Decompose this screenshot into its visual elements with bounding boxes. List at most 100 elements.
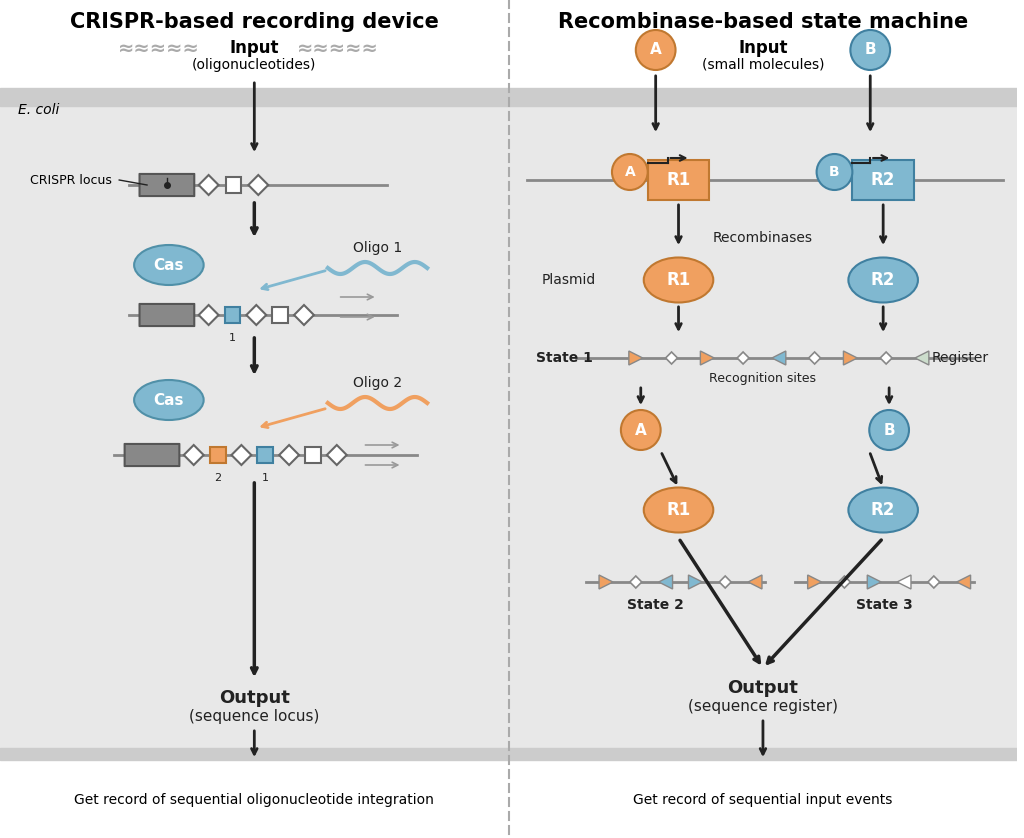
Bar [305, 447, 321, 463]
Polygon shape [808, 575, 821, 589]
Text: 1: 1 [229, 333, 236, 343]
Text: R2: R2 [871, 271, 895, 289]
Text: Input: Input [738, 39, 787, 57]
Text: Recombinases: Recombinases [713, 231, 813, 245]
Text: State 3: State 3 [856, 598, 912, 612]
Polygon shape [599, 575, 613, 589]
Polygon shape [688, 575, 702, 589]
Circle shape [816, 154, 852, 190]
Ellipse shape [134, 380, 204, 420]
Bar [0, 88, 509, 106]
Bar [257, 447, 273, 463]
Text: ≈≈≈≈≈: ≈≈≈≈≈ [297, 39, 379, 58]
Polygon shape [844, 351, 857, 365]
Bar [648, 160, 710, 200]
Text: E. coli: E. coli [17, 103, 59, 117]
Polygon shape [280, 445, 299, 465]
Text: R1: R1 [667, 171, 690, 189]
Circle shape [612, 154, 648, 190]
Text: R2: R2 [871, 171, 895, 189]
Polygon shape [327, 445, 347, 465]
Bar [509, 748, 1017, 760]
Circle shape [850, 30, 890, 70]
Ellipse shape [849, 257, 918, 303]
Text: Register: Register [932, 351, 988, 365]
Text: R1: R1 [667, 271, 690, 289]
Text: (sequence locus): (sequence locus) [189, 708, 319, 723]
Text: Recombinase-based state machine: Recombinase-based state machine [558, 12, 968, 32]
Text: Recognition sites: Recognition sites [710, 371, 816, 385]
Text: A: A [650, 43, 662, 58]
Polygon shape [231, 445, 251, 465]
Polygon shape [629, 351, 643, 365]
Bar [0, 750, 1017, 838]
Text: Oligo 1: Oligo 1 [353, 241, 402, 255]
Text: Cas: Cas [154, 392, 184, 407]
Bar [852, 160, 914, 200]
Text: State 2: State 2 [628, 598, 684, 612]
Text: (sequence register): (sequence register) [688, 699, 838, 713]
Ellipse shape [644, 257, 714, 303]
Bar [0, 0, 1017, 90]
Polygon shape [897, 575, 911, 589]
Bar [509, 88, 1017, 106]
Text: Cas: Cas [154, 257, 184, 272]
Text: A: A [625, 165, 635, 179]
Bar [0, 748, 509, 760]
Polygon shape [956, 575, 971, 589]
Text: B: B [884, 422, 895, 437]
Bar [272, 307, 288, 323]
Ellipse shape [134, 245, 204, 285]
Text: Plasmid: Plasmid [542, 273, 596, 287]
Polygon shape [915, 351, 929, 365]
Ellipse shape [849, 488, 918, 532]
Polygon shape [772, 351, 785, 365]
Circle shape [636, 30, 676, 70]
Polygon shape [867, 575, 882, 589]
Text: Get record of sequential input events: Get record of sequential input events [633, 793, 893, 807]
Polygon shape [809, 352, 820, 364]
Polygon shape [294, 305, 314, 325]
Text: State 1: State 1 [537, 351, 593, 365]
FancyBboxPatch shape [125, 444, 179, 466]
Text: ≈≈≈≈≈: ≈≈≈≈≈ [118, 39, 200, 58]
Polygon shape [183, 445, 204, 465]
FancyBboxPatch shape [139, 174, 195, 196]
Bar [210, 447, 225, 463]
Circle shape [869, 410, 909, 450]
Text: B: B [829, 165, 840, 179]
Polygon shape [839, 576, 850, 588]
Text: B: B [864, 43, 877, 58]
Text: R1: R1 [667, 501, 690, 519]
Polygon shape [630, 576, 642, 588]
Polygon shape [928, 576, 940, 588]
Bar [224, 307, 241, 323]
Bar [0, 90, 509, 750]
Text: CRISPR-based recording device: CRISPR-based recording device [70, 12, 438, 32]
Text: Get record of sequential oligonucleotide integration: Get record of sequential oligonucleotide… [75, 793, 434, 807]
Polygon shape [749, 575, 762, 589]
Polygon shape [666, 352, 678, 364]
Polygon shape [247, 305, 266, 325]
Polygon shape [658, 575, 673, 589]
Text: Oligo 2: Oligo 2 [353, 376, 402, 390]
Text: 2: 2 [214, 473, 221, 483]
Ellipse shape [644, 488, 714, 532]
Text: (small molecules): (small molecules) [701, 58, 824, 72]
Polygon shape [881, 352, 892, 364]
Polygon shape [199, 175, 218, 195]
Polygon shape [719, 576, 731, 588]
Text: Output: Output [219, 689, 290, 707]
Text: R2: R2 [871, 501, 895, 519]
Text: Input: Input [229, 39, 280, 57]
Bar [225, 177, 242, 193]
Text: (oligonucleotides): (oligonucleotides) [193, 58, 316, 72]
Text: 1: 1 [262, 473, 268, 483]
Polygon shape [700, 351, 715, 365]
Bar [509, 90, 1017, 750]
Text: CRISPR locus: CRISPR locus [30, 173, 112, 187]
FancyBboxPatch shape [139, 304, 195, 326]
Text: A: A [635, 422, 646, 437]
Polygon shape [249, 175, 268, 195]
Text: Output: Output [727, 679, 799, 697]
